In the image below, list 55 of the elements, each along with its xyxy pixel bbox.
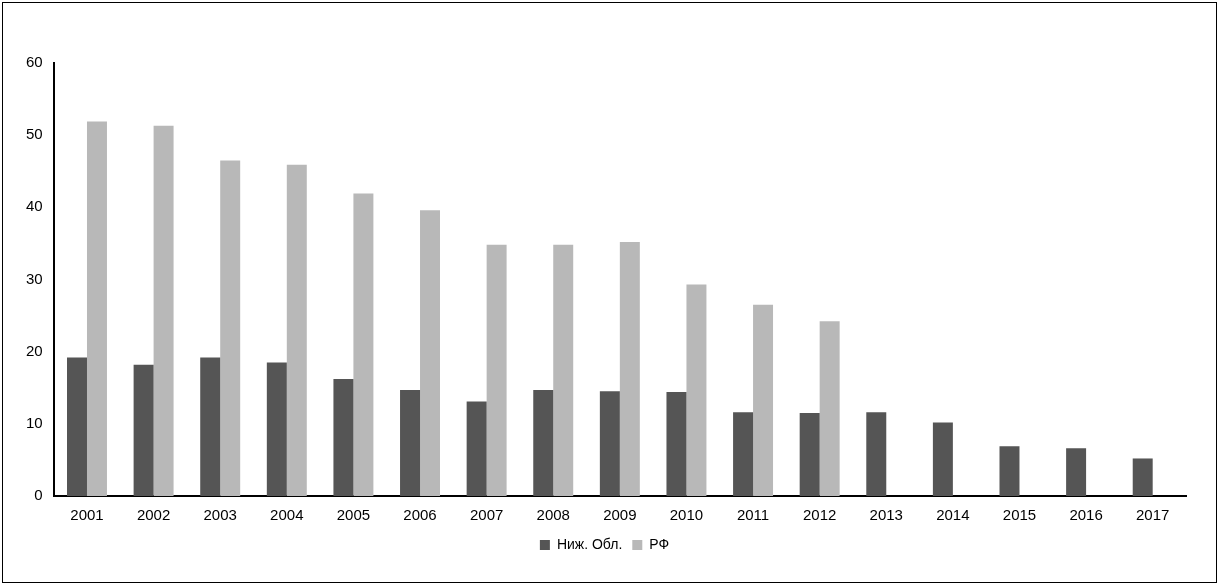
legend-label: Ниж. Обл. [556,535,623,552]
bar [86,121,107,496]
bar [999,446,1020,496]
bar [553,244,574,496]
bar [819,321,840,496]
bar [733,412,754,496]
x-tick-label: 2007 [469,506,504,524]
bar [619,241,640,496]
bar [67,357,87,496]
bar [400,389,421,496]
y-tick-label: 60 [26,53,43,71]
bar [153,125,174,496]
y-tick-label: 0 [34,486,43,504]
x-tick-label: 2017 [1136,506,1170,524]
y-tick-label: 10 [26,413,43,431]
x-tick-label: 2013 [869,506,903,524]
x-tick-label: 2010 [669,506,704,524]
bar [533,389,554,496]
bar [686,284,707,496]
y-tick-label: 40 [26,197,43,215]
bar [420,210,440,496]
x-tick-label: 2008 [536,506,570,524]
y-tick-label: 50 [26,125,43,143]
bar [1132,458,1153,496]
bar [286,164,307,496]
x-tick-label: 2002 [136,506,171,524]
bar [266,362,287,496]
x-tick-label: 2012 [802,506,837,524]
bar [599,391,620,496]
x-tick-label: 2015 [1002,506,1037,524]
x-tick-label: 2009 [603,506,637,524]
bar [753,304,774,496]
x-tick-label: 2001 [70,506,104,524]
x-tick-label: 2006 [403,506,437,524]
bar [200,357,221,496]
bar [466,401,487,496]
bar [353,193,374,496]
y-tick-label: 30 [26,269,43,287]
bar [220,160,241,496]
bar [799,413,820,496]
bar [1066,448,1087,496]
x-tick-label: 2004 [270,506,304,524]
legend-label: РФ [649,535,670,552]
bar [932,422,953,496]
bar [486,244,507,496]
x-tick-label: 2003 [203,506,237,524]
bar [866,412,887,496]
x-tick-label: 2016 [1069,506,1103,524]
bar [133,364,154,496]
x-tick-label: 2011 [736,506,770,524]
bar [333,379,354,496]
bar [666,392,687,496]
x-tick-label: 2005 [336,506,371,524]
x-tick-label: 2014 [936,506,970,524]
y-tick-label: 20 [26,341,43,359]
